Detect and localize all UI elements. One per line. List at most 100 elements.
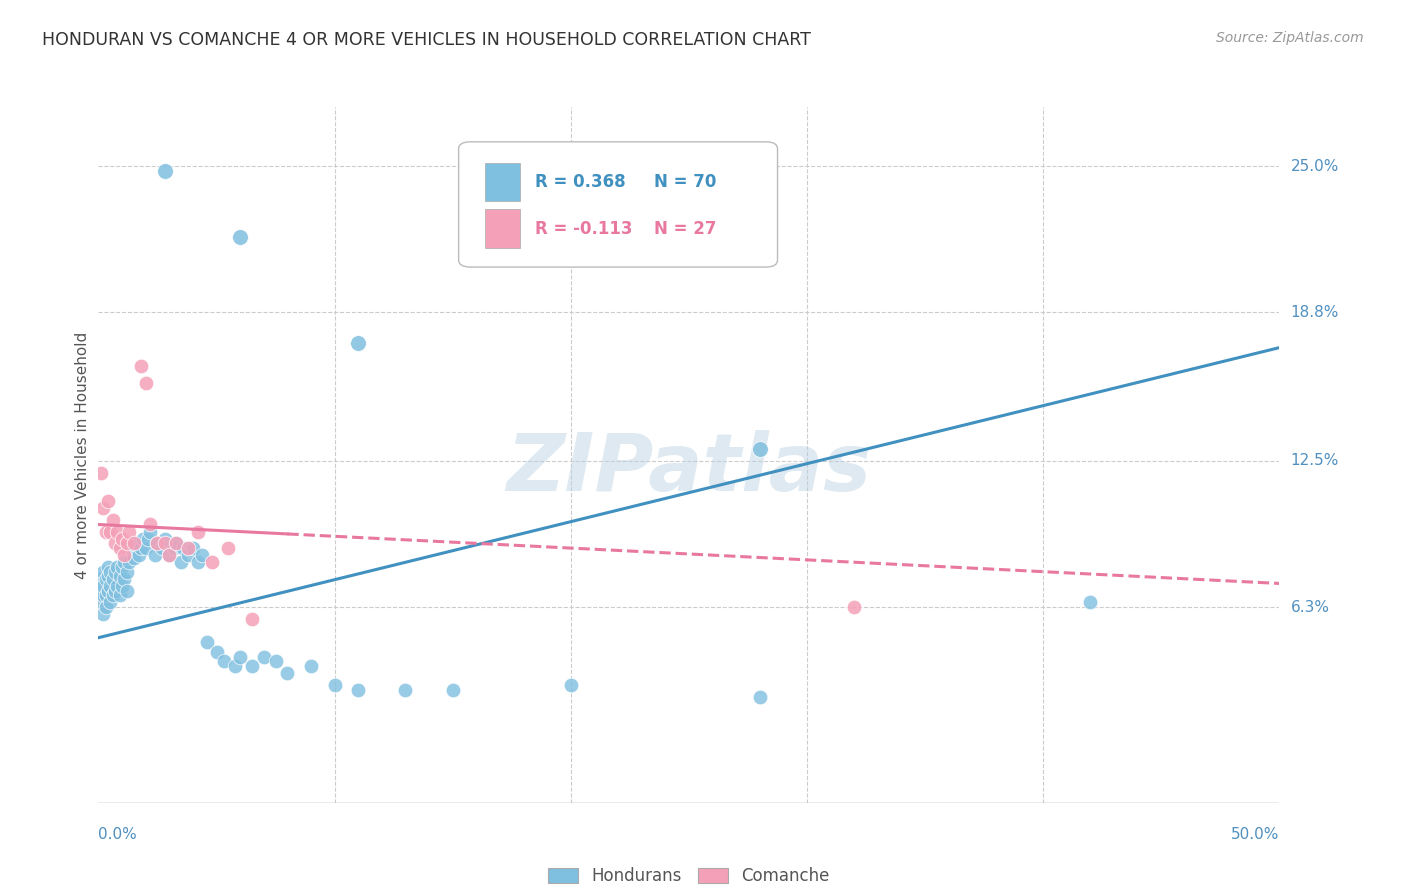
Point (122, 536, 145, 550)
Text: Source: ZipAtlas.com: Source: ZipAtlas.com (1216, 31, 1364, 45)
Point (153, 163, 176, 178)
Point (441, 682, 464, 697)
Point (90, 572, 112, 586)
Text: R = 0.368: R = 0.368 (536, 173, 626, 191)
Point (90, 595, 112, 609)
Point (90, 466, 112, 480)
Point (177, 541, 200, 555)
Point (112, 572, 135, 586)
Point (560, 678, 582, 692)
Point (170, 555, 193, 569)
Point (172, 541, 194, 555)
Point (177, 548, 200, 562)
Point (153, 532, 176, 546)
Point (98, 595, 121, 609)
Text: 12.5%: 12.5% (1291, 453, 1339, 468)
Text: 0.0%: 0.0% (98, 827, 138, 841)
Point (111, 532, 134, 546)
Text: R = -0.113: R = -0.113 (536, 219, 633, 238)
Point (105, 560, 128, 574)
Point (135, 541, 157, 555)
Point (240, 659, 263, 673)
Point (146, 536, 169, 550)
Text: N = 27: N = 27 (654, 219, 716, 238)
Point (394, 682, 416, 697)
Point (205, 645, 228, 659)
Point (91, 588, 114, 602)
Point (97, 560, 120, 574)
Point (129, 541, 152, 555)
Point (97, 494, 120, 508)
Point (122, 550, 145, 565)
Point (181, 541, 204, 555)
Point (91, 607, 114, 621)
Text: 18.8%: 18.8% (1291, 305, 1339, 319)
Text: 50.0%: 50.0% (1232, 827, 1279, 841)
Point (165, 536, 187, 550)
Point (98, 579, 121, 593)
Point (108, 588, 131, 602)
Point (121, 541, 143, 555)
Point (844, 600, 866, 615)
Point (97, 583, 120, 598)
Point (112, 555, 135, 569)
Point (212, 654, 235, 668)
Point (105, 579, 128, 593)
Point (90, 583, 112, 598)
Point (115, 565, 138, 579)
Point (112, 548, 135, 562)
Point (143, 548, 166, 562)
Point (229, 649, 252, 664)
Point (135, 376, 157, 390)
Point (163, 541, 186, 555)
Point (347, 335, 370, 350)
Point (748, 442, 770, 456)
Point (224, 659, 246, 673)
Bar (485, 162, 520, 201)
Point (94, 524, 117, 539)
Point (139, 517, 162, 532)
Point (111, 560, 134, 574)
Text: HONDURAN VS COMANCHE 4 OR MORE VEHICLES IN HOUSEHOLD CORRELATION CHART: HONDURAN VS COMANCHE 4 OR MORE VEHICLES … (42, 31, 811, 49)
Point (118, 555, 141, 569)
Text: 25.0%: 25.0% (1291, 159, 1339, 174)
Point (108, 569, 131, 583)
Point (98, 524, 121, 539)
Point (139, 524, 162, 539)
Point (191, 548, 214, 562)
Point (217, 541, 239, 555)
Point (91, 565, 114, 579)
Point (111, 579, 134, 593)
FancyBboxPatch shape (458, 142, 778, 267)
Point (1080, 595, 1102, 609)
Point (276, 666, 298, 681)
Legend: Hondurans, Comanche: Hondurans, Comanche (541, 861, 837, 892)
Point (157, 548, 180, 562)
Point (201, 555, 224, 569)
Point (115, 583, 138, 598)
Point (253, 649, 276, 664)
Point (157, 548, 180, 562)
Point (104, 583, 127, 598)
Point (153, 536, 176, 550)
Point (101, 513, 124, 527)
Point (101, 572, 124, 586)
Text: ZIPatlas: ZIPatlas (506, 430, 872, 508)
Point (97, 569, 120, 583)
Point (94, 572, 117, 586)
Point (187, 524, 209, 539)
Text: N = 70: N = 70 (654, 173, 716, 191)
Point (94, 600, 117, 615)
Y-axis label: 4 or more Vehicles in Household: 4 or more Vehicles in Household (75, 331, 90, 579)
Point (323, 678, 346, 692)
Point (118, 524, 141, 539)
Point (91, 579, 114, 593)
Point (150, 541, 173, 555)
Point (299, 659, 322, 673)
Point (748, 690, 770, 704)
Text: 6.3%: 6.3% (1291, 599, 1330, 615)
Point (91, 500, 114, 515)
Point (104, 536, 127, 550)
Point (115, 536, 138, 550)
Point (108, 541, 131, 555)
